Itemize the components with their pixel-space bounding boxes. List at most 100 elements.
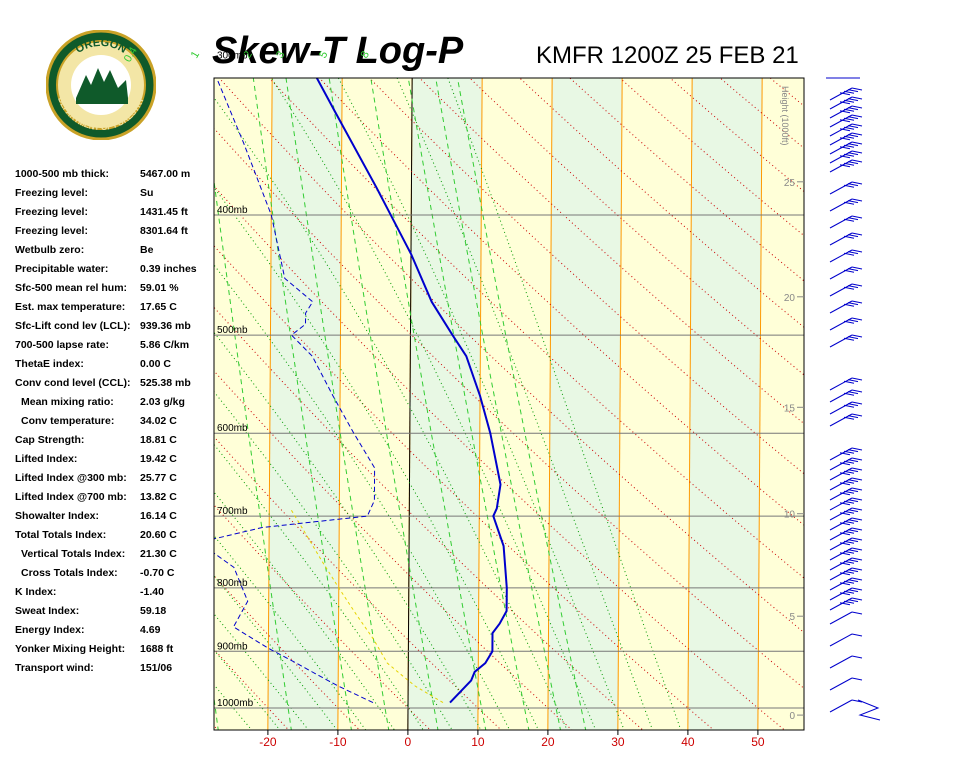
wind-barb-flag — [851, 141, 863, 145]
moist-adiabat-line — [396, 78, 654, 730]
logo-top-text: OREGON — [74, 37, 129, 56]
index-label: Transport wind: — [15, 662, 94, 674]
wind-barb-flag — [851, 655, 863, 659]
index-label: Wetbulb zero: — [15, 244, 85, 256]
index-label: Freezing level: — [15, 206, 88, 218]
height-tick-label: 15 — [784, 403, 796, 414]
wind-barb-flag — [847, 98, 859, 102]
mixing-ratio-label: 1 — [189, 49, 202, 60]
index-label: Conv cond level (CCL): — [15, 377, 131, 389]
index-row: Lifted Index @300 mb: 25.77 C — [15, 472, 215, 491]
wind-barb-flag — [847, 89, 859, 93]
index-value: 1688 ft — [140, 643, 174, 655]
isotherm-band — [687, 78, 763, 730]
wind-barb-flag — [851, 457, 863, 461]
wind-barb-flag — [851, 123, 863, 127]
index-value: -0.70 C — [140, 567, 175, 579]
index-label: Precipitable water: — [15, 263, 109, 275]
index-label: 700-500 lapse rate: — [15, 339, 109, 351]
wind-barb-flag — [851, 567, 863, 571]
pressure-label: 300mb — [217, 50, 248, 61]
isotherm-line — [617, 78, 623, 730]
moist-adiabat-line — [214, 264, 511, 730]
wind-barb-flag — [839, 462, 851, 466]
height-tick-label: 0 — [789, 711, 795, 722]
isotherm-line — [58, 0, 66, 749]
index-value: Be — [140, 244, 154, 256]
wind-barb-flag — [847, 336, 859, 340]
wind-barb-flag — [851, 587, 863, 591]
wind-barb-flag — [847, 549, 859, 553]
wind-barb-flag — [847, 569, 859, 573]
index-row: Sfc-500 mean rel hum: 59.01 % — [15, 282, 215, 301]
wind-barb-flag — [851, 537, 863, 541]
wind-barb-flag — [843, 126, 855, 130]
wind-barb-flag — [851, 334, 863, 338]
index-value: 0.00 C — [140, 358, 171, 370]
wind-barb-flag — [843, 337, 855, 341]
wind-barb-flag — [847, 161, 859, 165]
wind-barb-flag — [843, 480, 855, 484]
sounding-indices-panel: 1000-500 mb thick: 5467.00 m Freezing leve… — [15, 168, 215, 681]
index-value: Su — [140, 187, 154, 199]
wind-barb-flag — [847, 285, 859, 289]
mixing-ratio-line — [328, 78, 439, 730]
index-value: 939.36 mb — [140, 320, 191, 332]
index-row: Freezing level: 8301.64 ft — [15, 225, 215, 244]
index-row: 700-500 lapse rate: 5.86 C/km — [15, 339, 215, 358]
x-tick-label: 40 — [681, 735, 695, 749]
wind-barb-flag — [851, 677, 863, 681]
isotherm-line — [267, 78, 273, 730]
index-row: K Index: -1.40 — [15, 586, 215, 605]
index-row: Vertical Totals Index: 21.30 C — [15, 548, 215, 567]
dry-adiabat-line — [214, 725, 219, 730]
wind-barb-flag — [851, 557, 863, 561]
wind-barb-flag — [851, 507, 863, 511]
wind-barb-flag — [839, 522, 851, 526]
mixing-ratio-line — [214, 177, 292, 730]
index-label: 1000-500 mb thick: — [15, 168, 109, 180]
freezing-isotherm-line — [407, 78, 413, 730]
x-tick-label: -20 — [259, 735, 277, 749]
wind-barb-flag — [839, 110, 851, 114]
x-tick-label: 50 — [751, 735, 765, 749]
wind-barb-flag — [847, 319, 859, 323]
mixing-ratio-line — [407, 78, 530, 730]
wind-barb-flag — [847, 479, 859, 483]
index-value: 16.14 C — [140, 510, 177, 522]
isotherm-line — [477, 78, 483, 730]
index-value: 17.65 C — [140, 301, 177, 313]
isotherm-line — [198, 0, 206, 749]
wind-barb-flag — [851, 105, 863, 109]
wind-barb-flag — [851, 447, 863, 451]
index-row: Precipitable water: 0.39 inches — [15, 263, 215, 282]
height-tick-label: 10 — [784, 510, 796, 521]
isotherm-band — [547, 78, 623, 730]
wind-barb-flag — [843, 153, 855, 157]
wind-barb-flag — [851, 413, 863, 417]
index-row: Lifted Index: 19.42 C — [15, 453, 215, 472]
index-label: K Index: — [15, 586, 57, 598]
wind-barb-flag — [847, 599, 859, 603]
wind-barb-flag — [839, 572, 851, 576]
index-label: Cross Totals Index: — [21, 567, 118, 579]
wind-barb-flag — [851, 150, 863, 154]
wind-barb-flag — [847, 539, 859, 543]
height-tick-label: 5 — [789, 612, 795, 623]
wind-barb-flag — [843, 490, 855, 494]
index-row: Conv temperature: 34.02 C — [15, 415, 215, 434]
wind-barb-flag — [843, 510, 855, 514]
index-label: Lifted Index: — [15, 453, 78, 465]
chart-title: Skew-T Log-P — [212, 30, 464, 72]
wind-barb-flag — [847, 403, 859, 407]
wind-barb-flag — [847, 217, 859, 221]
wind-barb-flag — [839, 532, 851, 536]
wind-barb-flag — [843, 560, 855, 564]
isotherm-band — [267, 78, 343, 730]
wind-barb-flag — [851, 181, 863, 185]
index-label: Total Totals Index: — [15, 529, 107, 541]
wind-barb-flag — [843, 470, 855, 474]
index-row: Sfc-Lift cond lev (LCL): 939.36 mb — [15, 320, 215, 339]
moist-adiabat-line — [447, 78, 682, 730]
wind-barb-flag — [843, 144, 855, 148]
